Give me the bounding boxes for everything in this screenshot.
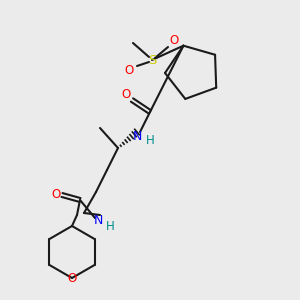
Text: O: O (122, 88, 130, 101)
Text: O: O (169, 34, 178, 47)
Text: H: H (146, 134, 154, 146)
Text: S: S (148, 53, 156, 67)
Text: H: H (106, 220, 114, 232)
Text: N: N (132, 130, 142, 142)
Text: O: O (68, 272, 76, 284)
Text: O: O (51, 188, 61, 200)
Text: O: O (124, 64, 134, 77)
Text: N: N (93, 214, 103, 227)
